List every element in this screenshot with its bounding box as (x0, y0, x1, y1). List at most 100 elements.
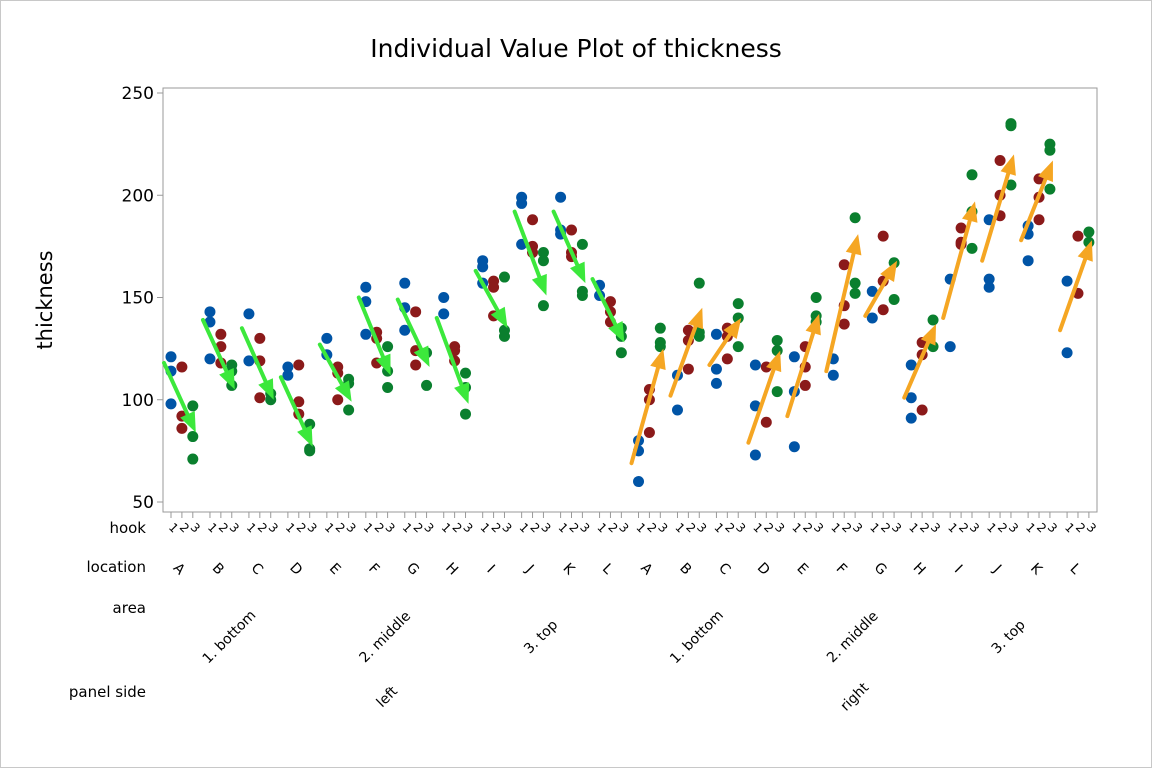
data-point (527, 214, 539, 226)
data-point (866, 285, 878, 297)
data-point (955, 222, 967, 234)
data-point (799, 379, 811, 391)
arrow-head (766, 350, 782, 373)
data-point (176, 361, 188, 373)
y-tick-label: 250 (122, 84, 154, 104)
data-point (187, 400, 199, 412)
data-point (749, 449, 761, 461)
data-point (849, 277, 861, 289)
data-point (788, 441, 800, 453)
data-point (827, 369, 839, 381)
location-label: D (754, 560, 773, 579)
data-point (905, 392, 917, 404)
arrow-head (375, 353, 391, 376)
location-label: G (871, 560, 890, 579)
data-point (693, 277, 705, 289)
location-label: F (365, 561, 382, 578)
location-label: B (676, 560, 694, 578)
trend-arrow (1058, 240, 1093, 333)
data-point (1005, 120, 1017, 132)
location-label: G (403, 560, 422, 579)
arrow-head (1000, 154, 1016, 176)
data-point (1072, 230, 1084, 242)
trend-arrow (239, 326, 274, 400)
y-tick-label: 50 (132, 493, 154, 513)
data-point (838, 259, 850, 271)
data-point (332, 394, 344, 406)
data-point (343, 404, 355, 416)
data-point (537, 255, 549, 267)
y-tick-label: 150 (122, 289, 154, 309)
data-point (215, 328, 227, 340)
data-point (498, 271, 510, 283)
area-label: 3. top (989, 617, 1029, 657)
data-point (1044, 144, 1056, 156)
trend-arrow (629, 348, 666, 466)
data-point (165, 398, 177, 410)
location-label: D (286, 560, 305, 579)
trend-arrow (824, 234, 862, 374)
data-point (1033, 214, 1045, 226)
data-point (849, 212, 861, 224)
arrow-head (180, 410, 196, 433)
data-point (643, 426, 655, 438)
data-point (671, 404, 683, 416)
y-tick-label: 200 (122, 186, 154, 206)
data-point (254, 332, 266, 344)
location-label: A (170, 560, 188, 578)
data-point (410, 359, 422, 371)
data-point (966, 242, 978, 254)
arrow-head (490, 306, 508, 329)
data-point (682, 363, 694, 375)
location-label: E (793, 560, 811, 578)
data-point (905, 412, 917, 424)
data-point (304, 418, 316, 430)
data-point (604, 296, 616, 308)
arrow-head (569, 261, 586, 284)
data-point (633, 476, 645, 488)
arrow-head (219, 368, 235, 390)
data-point (477, 261, 489, 273)
data-point (654, 322, 666, 334)
location-label: J (522, 561, 537, 576)
trend-arrow (1019, 160, 1053, 243)
data-point (321, 332, 333, 344)
data-point (1083, 226, 1095, 238)
trend-arrows (162, 154, 1093, 466)
x-row-label: area (113, 599, 146, 617)
data-point (555, 191, 567, 203)
location-label: C (248, 560, 266, 578)
location-label: F (833, 561, 850, 578)
data-point (516, 197, 528, 209)
data-point (838, 318, 850, 330)
data-point (983, 281, 995, 293)
trend-arrow (590, 277, 625, 343)
trend-arrow (317, 342, 352, 402)
trend-arrow (395, 297, 430, 368)
location-label: E (326, 560, 344, 578)
data-point (488, 281, 500, 293)
trend-arrow (668, 307, 704, 398)
location-label: I (483, 562, 497, 576)
trend-arrow (863, 260, 898, 318)
arrow-head (805, 313, 821, 336)
data-point (460, 367, 472, 379)
trend-arrow (512, 209, 547, 296)
data-point (905, 359, 917, 371)
data-point (849, 287, 861, 299)
location-label: B (209, 560, 227, 578)
data-point (916, 404, 928, 416)
location-label: K (560, 560, 578, 578)
data-point (732, 312, 744, 324)
data-point (771, 386, 783, 398)
data-point (760, 416, 772, 428)
area-label: 2. middle (356, 608, 414, 666)
area-label: 2. middle (824, 608, 882, 666)
arrow-head (845, 234, 862, 256)
arrow-head (531, 273, 547, 296)
data-point (498, 330, 510, 342)
data-point (866, 312, 878, 324)
trend-arrow (473, 268, 508, 329)
arrow-head (297, 425, 313, 447)
data-point (576, 238, 588, 250)
